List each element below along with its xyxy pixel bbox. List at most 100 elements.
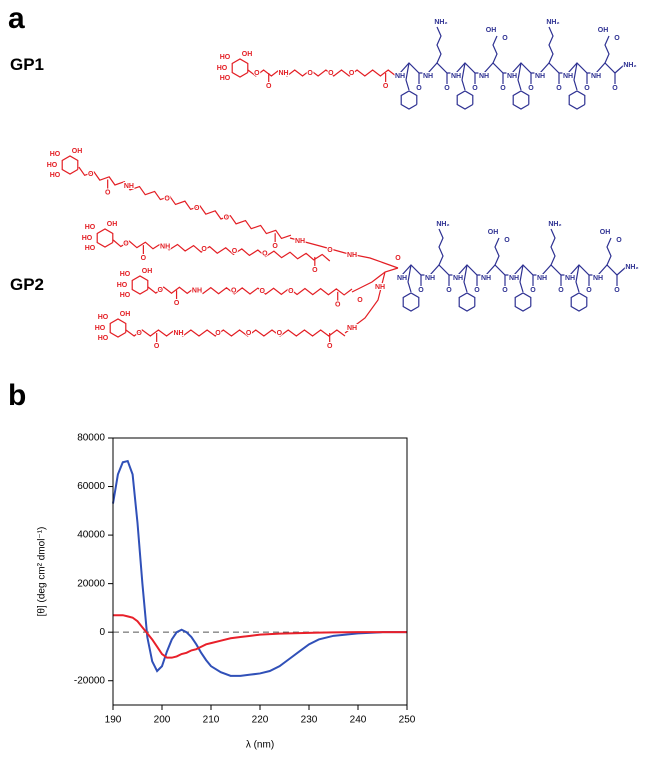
atom-label: O	[349, 70, 355, 77]
atom-label: O	[246, 330, 252, 337]
atom-label: HO	[85, 224, 96, 231]
side-chain	[463, 264, 468, 293]
atom-label: OH	[107, 221, 118, 228]
atom-label: O	[327, 343, 333, 350]
atom-label: NH	[565, 275, 575, 282]
sugar-ring	[109, 318, 127, 338]
y-axis-label: [θ] (deg cm² dmol⁻¹)	[37, 527, 48, 617]
y-tick-label: -20000	[74, 675, 106, 686]
atom-label: NH	[535, 73, 545, 80]
atom-label: O	[254, 70, 260, 77]
atom-label: O	[215, 330, 221, 337]
atom-label: OH	[600, 229, 611, 236]
data-line	[113, 614, 407, 659]
atom-label: HO	[120, 271, 131, 278]
atom-label: OH	[242, 51, 253, 58]
atom-label: O	[395, 255, 401, 262]
atom-label: NH₂	[548, 221, 561, 228]
atom-label: NH	[509, 275, 519, 282]
side-chain	[606, 237, 612, 266]
y-tick-label: 80000	[77, 433, 105, 444]
atom-label: NH	[295, 238, 305, 245]
atom-label: O	[556, 85, 562, 92]
peptide-backbone	[399, 62, 625, 74]
sugar-ring	[231, 58, 249, 78]
atom-label: NH	[591, 73, 601, 80]
side-chain	[436, 26, 442, 64]
side-chain	[519, 264, 524, 293]
phenyl-ring	[570, 292, 588, 312]
atom-label: HO	[82, 235, 93, 242]
phenyl-ring	[400, 90, 418, 110]
phenyl-ring	[568, 90, 586, 110]
phenyl-ring	[512, 90, 530, 110]
atom-label: NH	[375, 284, 385, 291]
x-tick-label: 190	[105, 715, 122, 726]
atom-label: HO	[220, 75, 231, 82]
atom-label: O	[444, 85, 450, 92]
atom-label: O	[584, 85, 590, 92]
atom-label: O	[231, 288, 237, 295]
x-tick-label: 250	[399, 715, 416, 726]
atom-label: HO	[217, 65, 228, 72]
atom-label: OH	[142, 268, 153, 275]
atom-label: OH	[72, 148, 83, 155]
atom-label: NH	[347, 252, 357, 259]
x-axis-label: λ (nm)	[246, 740, 274, 751]
atom-label: O	[502, 35, 508, 42]
atom-label: HO	[50, 151, 61, 158]
atom-label: O	[328, 70, 334, 77]
atom-label: O	[272, 243, 278, 250]
atom-label: O	[312, 267, 318, 274]
side-chain	[604, 35, 610, 64]
structure-label: GP1	[10, 55, 44, 74]
y-tick-label: 0	[99, 627, 105, 638]
atom-label: HO	[220, 54, 231, 61]
atom-label: HO	[50, 172, 61, 179]
atom-label: O	[266, 83, 272, 90]
linker	[78, 166, 292, 240]
atom-label: HO	[117, 282, 128, 289]
atom-label: NH₂	[546, 19, 559, 26]
atom-label: O	[357, 297, 363, 304]
atom-label: NH	[192, 287, 202, 294]
x-tick-label: 210	[203, 715, 220, 726]
atom-label: O	[307, 70, 313, 77]
atom-label: NH₂	[436, 221, 449, 228]
atom-label: O	[288, 288, 294, 295]
branch	[289, 237, 399, 269]
atom-label: HO	[98, 335, 109, 342]
atom-label: NH	[425, 275, 435, 282]
atom-label: HO	[95, 325, 106, 332]
atom-label: NH	[397, 275, 407, 282]
atom-label: HO	[98, 314, 109, 321]
side-chain	[438, 228, 444, 266]
side-chain	[407, 264, 412, 293]
linker	[112, 239, 331, 262]
atom-label: O	[612, 85, 618, 92]
atom-label: O	[158, 287, 164, 294]
side-chain	[550, 228, 556, 266]
atom-label: O	[136, 330, 142, 337]
atom-label: NH	[507, 73, 517, 80]
side-chain	[492, 35, 498, 64]
atom-label: O	[502, 287, 508, 294]
y-tick-label: 60000	[77, 481, 105, 492]
atom-label: NH	[160, 243, 170, 250]
phenyl-ring	[456, 90, 474, 110]
atom-label: NH	[453, 275, 463, 282]
atom-label: NH	[124, 183, 134, 190]
atom-label: O	[528, 85, 534, 92]
atom-label: O	[500, 85, 506, 92]
atom-label: NH	[173, 330, 183, 337]
atom-label: O	[383, 83, 389, 90]
atom-label: O	[614, 35, 620, 42]
atom-label: O	[418, 287, 424, 294]
atom-label: O	[472, 85, 478, 92]
atom-label: NH	[278, 70, 288, 77]
panel-label: a	[8, 2, 25, 35]
atom-label: HO	[120, 292, 131, 299]
x-tick-label: 240	[350, 715, 367, 726]
side-chain	[548, 26, 554, 64]
